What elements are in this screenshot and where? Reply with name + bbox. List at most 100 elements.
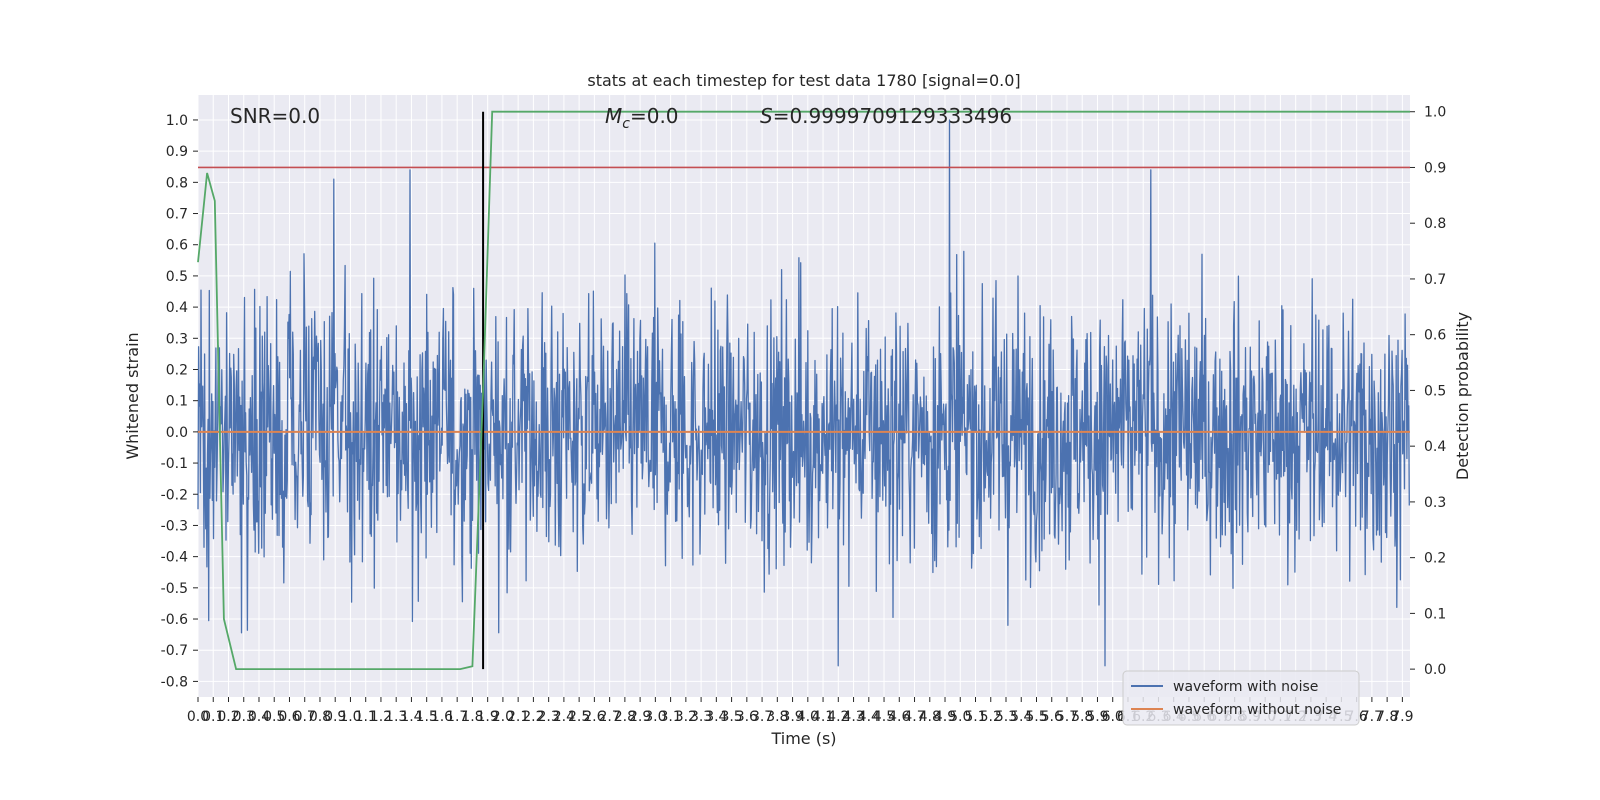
y-right-tick-label: 0.4: [1424, 439, 1446, 455]
x-tick-label: 2.5: [568, 709, 590, 725]
x-axis-label: Time (s): [770, 729, 836, 748]
x-tick-label: 2.9: [629, 709, 651, 725]
x-tick-label: 2.6: [583, 709, 605, 725]
x-tick-label: 3.3: [690, 709, 712, 725]
x-tick-label: 0.3: [233, 709, 255, 725]
y-left-tick-label: -0.7: [161, 643, 188, 659]
snr-annotation: SNR=0.0: [230, 104, 320, 128]
chirp-mass-symbol: M: [605, 104, 622, 128]
y-right-tick-label: 0.9: [1424, 160, 1446, 176]
x-tick-label: 3.9: [781, 709, 803, 725]
x-tick-label: 4.6: [888, 709, 910, 725]
y-left-tick-label: 0.0: [166, 425, 188, 441]
x-tick-label: 3.0: [644, 709, 666, 725]
y-right-tick-label: 0.1: [1424, 606, 1446, 622]
x-tick-label: 5.3: [995, 709, 1017, 725]
legend-label-clean: waveform without noise: [1173, 702, 1341, 718]
x-tick-label: 0.2: [217, 709, 239, 725]
statistic-annotation: S=0.9999709129333496: [760, 104, 1012, 128]
y-left-tick-label: -0.4: [161, 550, 188, 566]
x-tick-label: 1.8: [461, 709, 483, 725]
statistic-value: =0.9999709129333496: [773, 104, 1012, 128]
x-tick-label: 4.5: [873, 709, 895, 725]
statistic-symbol: S: [760, 104, 773, 128]
y-right-tick-label: 0.3: [1424, 495, 1446, 511]
y-right-tick-label: 0.2: [1424, 551, 1446, 567]
y-right-tick-label: 0.5: [1424, 383, 1446, 399]
x-tick-label: 4.1: [812, 709, 834, 725]
y-left-tick-label: 0.1: [166, 394, 188, 410]
y-left-tick-label: -0.3: [161, 518, 188, 534]
y-left-tick-label: 0.2: [166, 362, 188, 378]
x-tick-label: 5.6: [1041, 709, 1063, 725]
y-left-tick-label: -0.2: [161, 487, 188, 503]
x-tick-label: 6.0: [1102, 709, 1124, 725]
x-tick-label: 1.5: [416, 709, 438, 725]
x-tick-label: 4.3: [842, 709, 864, 725]
x-tick-label: 0.7: [294, 709, 316, 725]
x-tick-label: 5.2: [980, 709, 1002, 725]
x-tick-label: 2.8: [614, 709, 636, 725]
x-tick-label: 1.6: [431, 709, 453, 725]
legend-label-noise: waveform with noise: [1173, 679, 1318, 695]
x-tick-label: 5.7: [1056, 709, 1078, 725]
x-tick-label: 2.7: [598, 709, 620, 725]
y-axis-left-label: Whitened strain: [123, 332, 142, 459]
x-tick-label: 3.7: [751, 709, 773, 725]
y-right-tick-label: 0.6: [1424, 328, 1446, 344]
y-left-tick-label: -0.8: [161, 674, 188, 690]
x-tick-label: 3.2: [675, 709, 697, 725]
x-tick-label: 5.9: [1086, 709, 1108, 725]
legend-box: [1122, 670, 1360, 726]
x-tick-label: 0.8: [309, 709, 331, 725]
y-axis-right-ticks: 0.0 0.1 0.2 0.3 0.4 0.5 0.6 0.7 0.8 0.9 1.0: [1410, 105, 1446, 678]
x-tick-label: 3.5: [720, 709, 742, 725]
x-tick-label: 4.2: [827, 709, 849, 725]
y-left-tick-label: -0.5: [161, 581, 188, 597]
x-tick-label: 5.8: [1071, 709, 1093, 725]
x-tick-label: 1.1: [355, 709, 377, 725]
x-tick-label: 5.4: [1010, 709, 1032, 725]
x-tick-label: 7.8: [1376, 709, 1398, 725]
series-waveform-with-noise: [197, 119, 1410, 667]
x-tick-label: 5.0: [949, 709, 971, 725]
y-right-tick-label: 0.7: [1424, 272, 1446, 288]
x-tick-label: 1.0: [339, 709, 361, 725]
chirp-mass-value: =0.0: [630, 104, 679, 128]
noise-trace: [197, 119, 1410, 667]
x-tick-label: 0.9: [324, 709, 346, 725]
x-tick-label: 1.3: [385, 709, 407, 725]
x-tick-label: 1.4: [400, 709, 422, 725]
y-left-tick-label: 0.3: [166, 331, 188, 347]
chirp-mass-annotation: Mc=0.0: [605, 104, 679, 132]
x-tick-label: 2.3: [538, 709, 560, 725]
x-tick-label: 3.1: [659, 709, 681, 725]
x-tick-label: 0.4: [248, 709, 270, 725]
y-axis-left-ticks: -0.8 -0.7 -0.6 -0.5 -0.4 -0.3 -0.2 -0.1 0.0 0.1 0.…: [161, 113, 198, 690]
x-tick-label: 4.9: [934, 709, 956, 725]
x-tick-label: 1.7: [446, 709, 468, 725]
x-tick-label: 4.7: [903, 709, 925, 725]
x-tick-label: 1.2: [370, 709, 392, 725]
x-tick-label: 0.5: [263, 709, 285, 725]
x-tick-label: 0.6: [278, 709, 300, 725]
y-left-tick-label: 0.4: [166, 300, 188, 316]
x-tick-label: 3.4: [705, 709, 727, 725]
x-tick-label: 0.0: [187, 709, 209, 725]
x-tick-label: 5.5: [1025, 709, 1047, 725]
y-left-tick-label: 0.9: [166, 144, 188, 160]
x-tick-label: 7.9: [1391, 709, 1413, 725]
y-left-tick-label: -0.1: [161, 456, 188, 472]
x-tick-label: 7.7: [1361, 709, 1383, 725]
chirp-mass-subscript: c: [622, 116, 630, 132]
y-left-tick-label: 0.8: [166, 175, 188, 191]
y-left-tick-label: 0.7: [166, 207, 188, 223]
y-left-tick-label: 0.6: [166, 238, 188, 254]
x-tick-label: 0.1: [202, 709, 224, 725]
series-detection-probability: [197, 110, 1410, 670]
x-tick-label: 5.1: [964, 709, 986, 725]
x-tick-label: 3.6: [736, 709, 758, 725]
y-left-tick-label: 1.0: [166, 113, 188, 129]
x-tick-label: 2.1: [507, 709, 529, 725]
